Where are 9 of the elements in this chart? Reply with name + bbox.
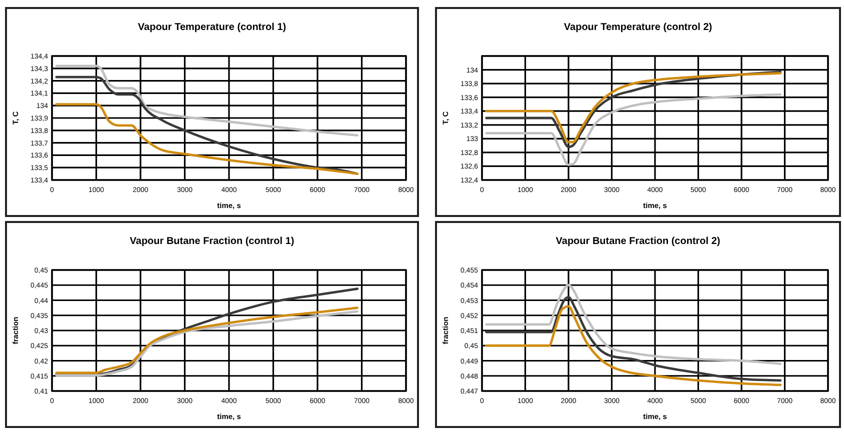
- chart-title: Vapour Temperature (control 2): [564, 22, 712, 33]
- chart-title: Vapour Butane Fraction (control 1): [130, 236, 294, 247]
- chart-title: Vapour Temperature (control 1): [138, 22, 286, 33]
- line-series: [485, 284, 782, 365]
- line-series: [485, 93, 782, 166]
- line-series: [55, 103, 359, 175]
- line-series: [55, 76, 359, 175]
- line-series: [55, 64, 359, 137]
- chart-title: Vapour Butane Fraction (control 2): [556, 236, 720, 247]
